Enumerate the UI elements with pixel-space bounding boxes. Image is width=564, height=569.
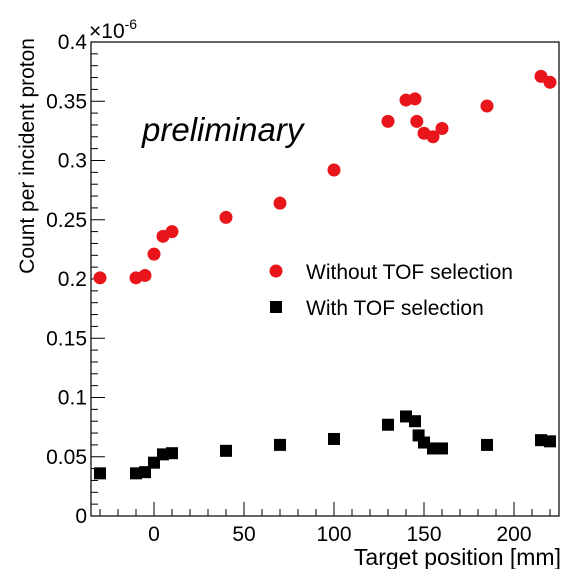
data-point-with-tof: [409, 415, 421, 428]
y-tick-label: 0.4: [58, 31, 88, 54]
data-point-without-tof: [480, 99, 494, 113]
y-tick-label: 0.05: [46, 446, 87, 469]
x-axis-label: Target position [mm]: [354, 544, 561, 569]
data-point-without-tof: [93, 271, 107, 285]
data-point-with-tof: [94, 467, 106, 480]
x-tick-label: 50: [232, 523, 255, 546]
x-tick-label: 0: [148, 523, 160, 546]
data-point-with-tof: [139, 466, 151, 479]
legend-label: With TOF selection: [306, 297, 484, 320]
legend-marker-without-tof: [269, 264, 283, 278]
data-point-without-tof: [147, 247, 161, 261]
data-point-with-tof: [274, 438, 286, 451]
data-point-without-tof: [273, 196, 287, 210]
data-point-without-tof: [381, 114, 395, 128]
y-tick-label: 0.25: [46, 209, 87, 232]
y-axis-exponent-power: -6: [125, 16, 138, 32]
data-point-without-tof: [327, 163, 341, 177]
chart-annotation: preliminary: [141, 111, 306, 148]
data-point-without-tof: [408, 92, 422, 106]
y-tick-label: 0: [75, 505, 87, 528]
x-tick-label: 200: [496, 523, 531, 546]
data-point-with-tof: [544, 435, 556, 448]
data-point-without-tof: [410, 114, 424, 128]
y-axis-label: Count per incident proton: [16, 38, 39, 274]
data-point-without-tof: [219, 210, 233, 224]
x-tick-label: 100: [316, 523, 351, 546]
data-point-with-tof: [436, 442, 448, 455]
y-axis-exponent: ×10-6: [89, 16, 137, 43]
legend-label: Without TOF selection: [306, 261, 513, 284]
y-tick-label: 0.2: [58, 268, 87, 291]
legend-marker-with-tof: [270, 301, 282, 313]
data-point-with-tof: [328, 432, 340, 445]
data-point-with-tof: [166, 447, 178, 460]
y-axis-exponent-base: ×10: [89, 20, 125, 43]
data-point-without-tof: [435, 122, 449, 136]
y-tick-label: 0.35: [46, 90, 87, 113]
data-point-without-tof: [543, 75, 557, 89]
x-tick-label: 150: [406, 523, 441, 546]
data-point-with-tof: [382, 418, 394, 431]
data-point-with-tof: [220, 444, 232, 457]
data-point-with-tof: [481, 438, 493, 451]
y-tick-label: 0.3: [58, 150, 87, 173]
data-point-without-tof: [165, 225, 179, 239]
y-tick-label: 0.15: [46, 327, 87, 350]
y-tick-label: 0.1: [58, 387, 87, 410]
data-point-without-tof: [426, 130, 440, 144]
data-point-without-tof: [138, 268, 152, 282]
